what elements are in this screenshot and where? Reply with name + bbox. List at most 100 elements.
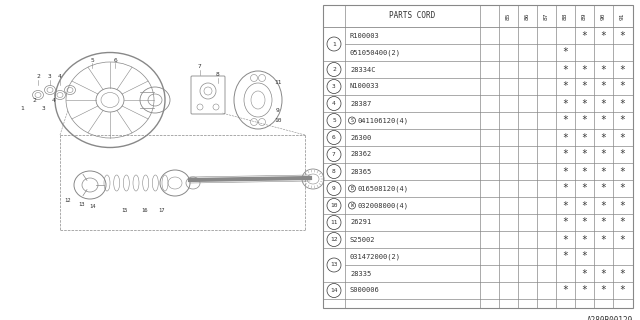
Text: *: * (563, 183, 568, 194)
Text: *: * (620, 116, 625, 125)
Text: *: * (582, 201, 588, 211)
Text: S: S (351, 118, 353, 123)
Text: *: * (600, 82, 607, 92)
Bar (323, 5, 633, 308)
Text: 26300: 26300 (350, 134, 371, 140)
Text: 28334C: 28334C (350, 67, 376, 73)
Circle shape (327, 37, 341, 51)
Circle shape (327, 148, 341, 162)
Text: 10: 10 (330, 203, 338, 208)
Text: 8: 8 (216, 73, 220, 77)
Circle shape (327, 233, 341, 246)
Circle shape (327, 284, 341, 298)
Text: 1: 1 (20, 106, 24, 110)
Text: 5: 5 (90, 58, 94, 62)
Circle shape (327, 97, 341, 110)
Text: *: * (563, 218, 568, 228)
Text: 4: 4 (52, 98, 56, 102)
Text: 28387: 28387 (350, 100, 371, 107)
Text: *: * (582, 183, 588, 194)
Text: *: * (620, 65, 625, 75)
Circle shape (327, 164, 341, 179)
Text: 9: 9 (332, 186, 336, 191)
Text: *: * (600, 99, 607, 108)
Text: *: * (600, 30, 607, 41)
Text: 4: 4 (58, 75, 62, 79)
Text: *: * (600, 285, 607, 295)
Text: *: * (582, 252, 588, 261)
Text: *: * (563, 65, 568, 75)
Text: *: * (620, 99, 625, 108)
Text: A280B00129: A280B00129 (587, 316, 633, 320)
Text: 86: 86 (525, 12, 530, 20)
Text: 12: 12 (65, 197, 71, 203)
Text: *: * (582, 166, 588, 177)
Text: *: * (620, 235, 625, 244)
Text: 14: 14 (90, 204, 96, 210)
Text: 12: 12 (330, 237, 338, 242)
Circle shape (349, 202, 355, 209)
Text: *: * (600, 65, 607, 75)
Circle shape (327, 181, 341, 196)
Text: *: * (620, 166, 625, 177)
Text: W: W (351, 203, 353, 208)
Circle shape (327, 114, 341, 127)
Text: 90: 90 (601, 12, 606, 20)
Text: *: * (563, 47, 568, 58)
Text: *: * (582, 285, 588, 295)
Text: 10: 10 (275, 117, 282, 123)
Text: N100033: N100033 (350, 84, 380, 90)
Text: *: * (620, 268, 625, 278)
Circle shape (349, 185, 355, 192)
Text: 26291: 26291 (350, 220, 371, 226)
Text: *: * (563, 235, 568, 244)
Circle shape (327, 62, 341, 76)
Text: 2: 2 (332, 67, 336, 72)
Text: 87: 87 (544, 12, 549, 20)
Text: *: * (600, 183, 607, 194)
Text: *: * (600, 132, 607, 142)
Text: 016508120(4): 016508120(4) (358, 185, 409, 192)
Circle shape (349, 117, 355, 124)
Text: 6: 6 (113, 58, 117, 62)
Text: 13: 13 (330, 262, 338, 268)
Text: *: * (563, 285, 568, 295)
Text: *: * (600, 218, 607, 228)
Text: 7: 7 (198, 65, 202, 69)
Text: *: * (563, 252, 568, 261)
Text: 4: 4 (332, 101, 336, 106)
Text: 28365: 28365 (350, 169, 371, 174)
Text: 3: 3 (42, 106, 46, 110)
Text: 032008000(4): 032008000(4) (358, 202, 409, 209)
Text: *: * (620, 285, 625, 295)
Text: *: * (563, 116, 568, 125)
Circle shape (327, 131, 341, 145)
Text: 9: 9 (276, 108, 280, 113)
Text: PARTS CORD: PARTS CORD (389, 12, 436, 20)
Circle shape (327, 79, 341, 93)
Text: 88: 88 (563, 12, 568, 20)
Text: 85: 85 (506, 12, 511, 20)
Text: *: * (582, 30, 588, 41)
Text: *: * (582, 235, 588, 244)
Text: S000006: S000006 (350, 287, 380, 293)
Text: *: * (620, 82, 625, 92)
Text: *: * (563, 82, 568, 92)
Text: 1: 1 (332, 42, 336, 46)
Text: 031472000(2): 031472000(2) (350, 253, 401, 260)
Text: *: * (582, 149, 588, 159)
Text: *: * (582, 65, 588, 75)
Text: 28362: 28362 (350, 151, 371, 157)
Text: 5: 5 (332, 118, 336, 123)
Text: 13: 13 (79, 203, 85, 207)
Text: *: * (620, 183, 625, 194)
Text: *: * (620, 132, 625, 142)
Text: *: * (620, 149, 625, 159)
Text: *: * (582, 116, 588, 125)
Circle shape (327, 198, 341, 212)
Text: *: * (600, 116, 607, 125)
Text: S25002: S25002 (350, 236, 376, 243)
Circle shape (327, 258, 341, 272)
Circle shape (327, 215, 341, 229)
Text: 2: 2 (36, 75, 40, 79)
